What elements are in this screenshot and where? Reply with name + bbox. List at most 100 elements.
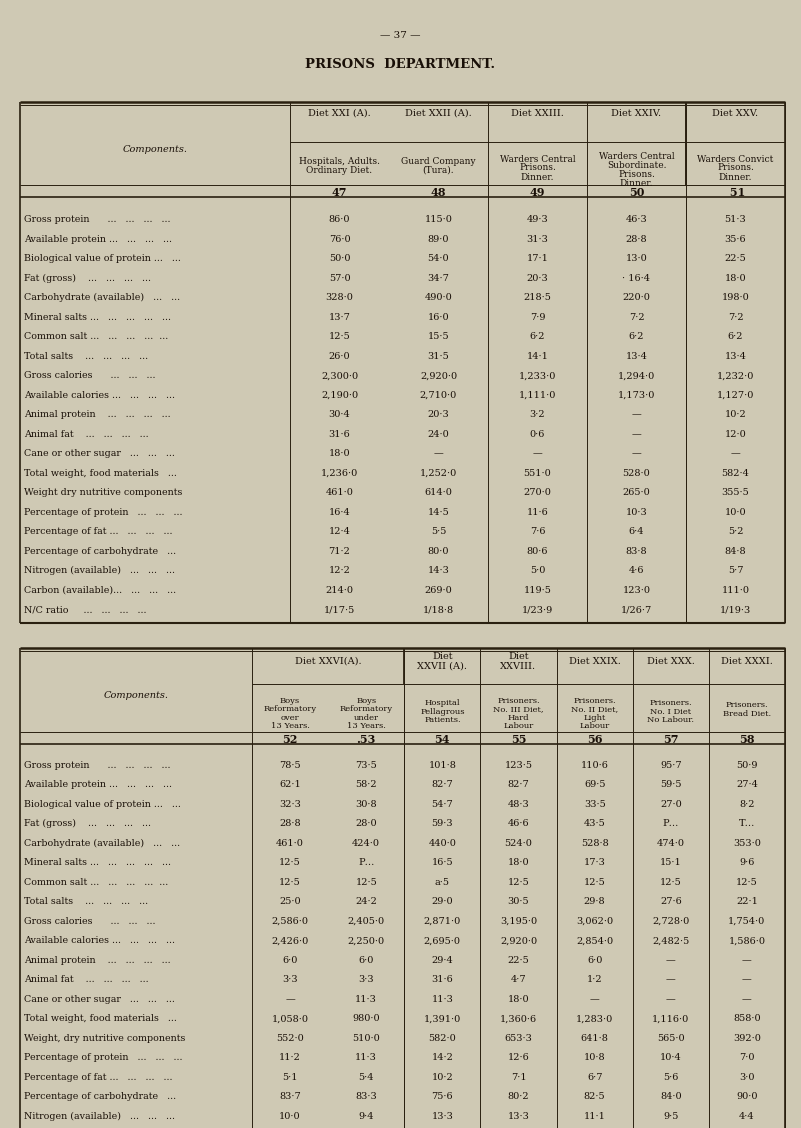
Text: Mineral salts ...   ...   ...   ...   ...: Mineral salts ... ... ... ... ... <box>24 312 171 321</box>
Text: 83·8: 83·8 <box>626 547 647 556</box>
Text: Diet XXI (A).: Diet XXI (A). <box>308 108 371 117</box>
Text: 12·5: 12·5 <box>508 878 529 887</box>
Text: 123·5: 123·5 <box>505 760 533 769</box>
Text: 30·8: 30·8 <box>356 800 377 809</box>
Text: 551·0: 551·0 <box>524 469 551 478</box>
Text: 440·0: 440·0 <box>429 839 457 848</box>
Text: No. III Diet,: No. III Diet, <box>493 705 544 713</box>
Text: XXVII (A).: XXVII (A). <box>417 662 467 671</box>
Text: over: over <box>281 714 300 722</box>
Text: 614·0: 614·0 <box>425 488 453 497</box>
Text: Diet XXIV.: Diet XXIV. <box>611 108 662 117</box>
Text: T…: T… <box>739 819 755 828</box>
Text: 78·5: 78·5 <box>280 760 301 769</box>
Text: 71·2: 71·2 <box>328 547 351 556</box>
Text: 69·5: 69·5 <box>584 781 606 790</box>
Text: 80·2: 80·2 <box>508 1092 529 1101</box>
Text: 27·0: 27·0 <box>660 800 682 809</box>
Text: XXVIII.: XXVIII. <box>501 662 537 671</box>
Text: · 16·4: · 16·4 <box>622 274 650 283</box>
Text: Ordinary Diet.: Ordinary Diet. <box>307 166 372 175</box>
Text: Cane or other sugar   ...   ...   ...: Cane or other sugar ... ... ... <box>24 995 175 1004</box>
Text: P…: P… <box>358 858 374 867</box>
Text: 24·2: 24·2 <box>356 897 377 906</box>
Text: 6·0: 6·0 <box>587 955 602 964</box>
Text: Nitrogen (available)   ...   ...   ...: Nitrogen (available) ... ... ... <box>24 1112 175 1121</box>
Text: —: — <box>666 995 676 1004</box>
Text: 18·0: 18·0 <box>508 995 529 1004</box>
Text: Prisoners.: Prisoners. <box>650 699 692 707</box>
Text: 2,728·0: 2,728·0 <box>652 917 690 926</box>
Text: 9·4: 9·4 <box>359 1112 374 1121</box>
Text: 2,405·0: 2,405·0 <box>348 917 384 926</box>
Text: 57: 57 <box>663 734 678 744</box>
Text: Available protein ...   ...   ...   ...: Available protein ... ... ... ... <box>24 781 172 790</box>
Text: Available protein ...   ...   ...   ...: Available protein ... ... ... ... <box>24 235 172 244</box>
Text: (Tura).: (Tura). <box>423 166 454 175</box>
Text: Labour: Labour <box>579 722 610 730</box>
Text: Warders Central: Warders Central <box>598 152 674 161</box>
Text: 528·8: 528·8 <box>581 839 609 848</box>
Text: Common salt ...   ...   ...   ...  ...: Common salt ... ... ... ... ... <box>24 878 168 887</box>
Text: 10·2: 10·2 <box>432 1073 453 1082</box>
Text: 82·5: 82·5 <box>584 1092 606 1101</box>
Text: Cane or other sugar   ...   ...   ...: Cane or other sugar ... ... ... <box>24 449 175 458</box>
Text: Dinner.: Dinner. <box>521 173 554 182</box>
Text: 6·7: 6·7 <box>587 1073 602 1082</box>
Text: Components.: Components. <box>103 691 168 700</box>
Text: 50·0: 50·0 <box>328 254 350 263</box>
Text: 4·7: 4·7 <box>511 976 526 985</box>
Text: 7·6: 7·6 <box>529 527 545 536</box>
Text: 31·6: 31·6 <box>328 430 350 439</box>
Text: Components.: Components. <box>123 146 187 155</box>
Text: Fat (gross)    ...   ...   ...   ...: Fat (gross) ... ... ... ... <box>24 819 151 828</box>
Text: 424·0: 424·0 <box>352 839 380 848</box>
Text: 101·8: 101·8 <box>429 760 457 769</box>
Text: 3,195·0: 3,195·0 <box>500 917 537 926</box>
Text: Available calories ...   ...   ...   ...: Available calories ... ... ... ... <box>24 390 175 399</box>
Text: Subordinate.: Subordinate. <box>606 161 666 170</box>
Text: Pellagrous: Pellagrous <box>420 707 465 715</box>
Text: 11·3: 11·3 <box>432 995 453 1004</box>
Text: Prisoners.: Prisoners. <box>574 697 616 705</box>
Text: 8·2: 8·2 <box>739 800 755 809</box>
Text: 5·0: 5·0 <box>529 566 545 575</box>
Text: 54: 54 <box>435 734 450 744</box>
Text: 55: 55 <box>511 734 526 744</box>
Text: 1,058·0: 1,058·0 <box>272 1014 308 1023</box>
Text: No Labour.: No Labour. <box>647 716 694 724</box>
Text: 28·0: 28·0 <box>356 819 377 828</box>
Text: 1·2: 1·2 <box>587 976 602 985</box>
Text: 16·0: 16·0 <box>428 312 449 321</box>
Text: 58·2: 58·2 <box>356 781 377 790</box>
Text: Available calories ...   ...   ...   ...: Available calories ... ... ... ... <box>24 936 175 945</box>
Text: 13·4: 13·4 <box>626 352 647 361</box>
Text: 1,111·0: 1,111·0 <box>519 390 556 399</box>
Text: 5·7: 5·7 <box>728 566 743 575</box>
Text: 59·3: 59·3 <box>432 819 453 828</box>
Text: —: — <box>285 995 295 1004</box>
Text: 29·0: 29·0 <box>432 897 453 906</box>
Text: 31·3: 31·3 <box>526 235 549 244</box>
Text: 14·2: 14·2 <box>432 1054 453 1063</box>
Text: —: — <box>666 976 676 985</box>
Text: 7·0: 7·0 <box>739 1054 755 1063</box>
Text: 46·6: 46·6 <box>508 819 529 828</box>
Text: 3·3: 3·3 <box>358 976 374 985</box>
Text: 18·0: 18·0 <box>508 858 529 867</box>
Text: —: — <box>666 955 676 964</box>
Text: 47: 47 <box>332 187 348 199</box>
Text: 13·3: 13·3 <box>508 1112 529 1121</box>
Text: Total weight, food materials   ...: Total weight, food materials ... <box>24 469 177 478</box>
Text: Weight, dry nutritive components: Weight, dry nutritive components <box>24 1033 185 1042</box>
Text: 1/23·9: 1/23·9 <box>522 606 553 615</box>
Text: Prisoners.: Prisoners. <box>497 697 540 705</box>
Text: 5·6: 5·6 <box>663 1073 678 1082</box>
Text: 653·3: 653·3 <box>505 1033 533 1042</box>
Text: 56: 56 <box>587 734 602 744</box>
Text: 13·4: 13·4 <box>725 352 747 361</box>
Text: 10·0: 10·0 <box>725 508 747 517</box>
Text: Carbohydrate (available)   ...   ...: Carbohydrate (available) ... ... <box>24 293 180 302</box>
Text: 6·2: 6·2 <box>629 333 644 342</box>
Text: 12·5: 12·5 <box>280 878 301 887</box>
